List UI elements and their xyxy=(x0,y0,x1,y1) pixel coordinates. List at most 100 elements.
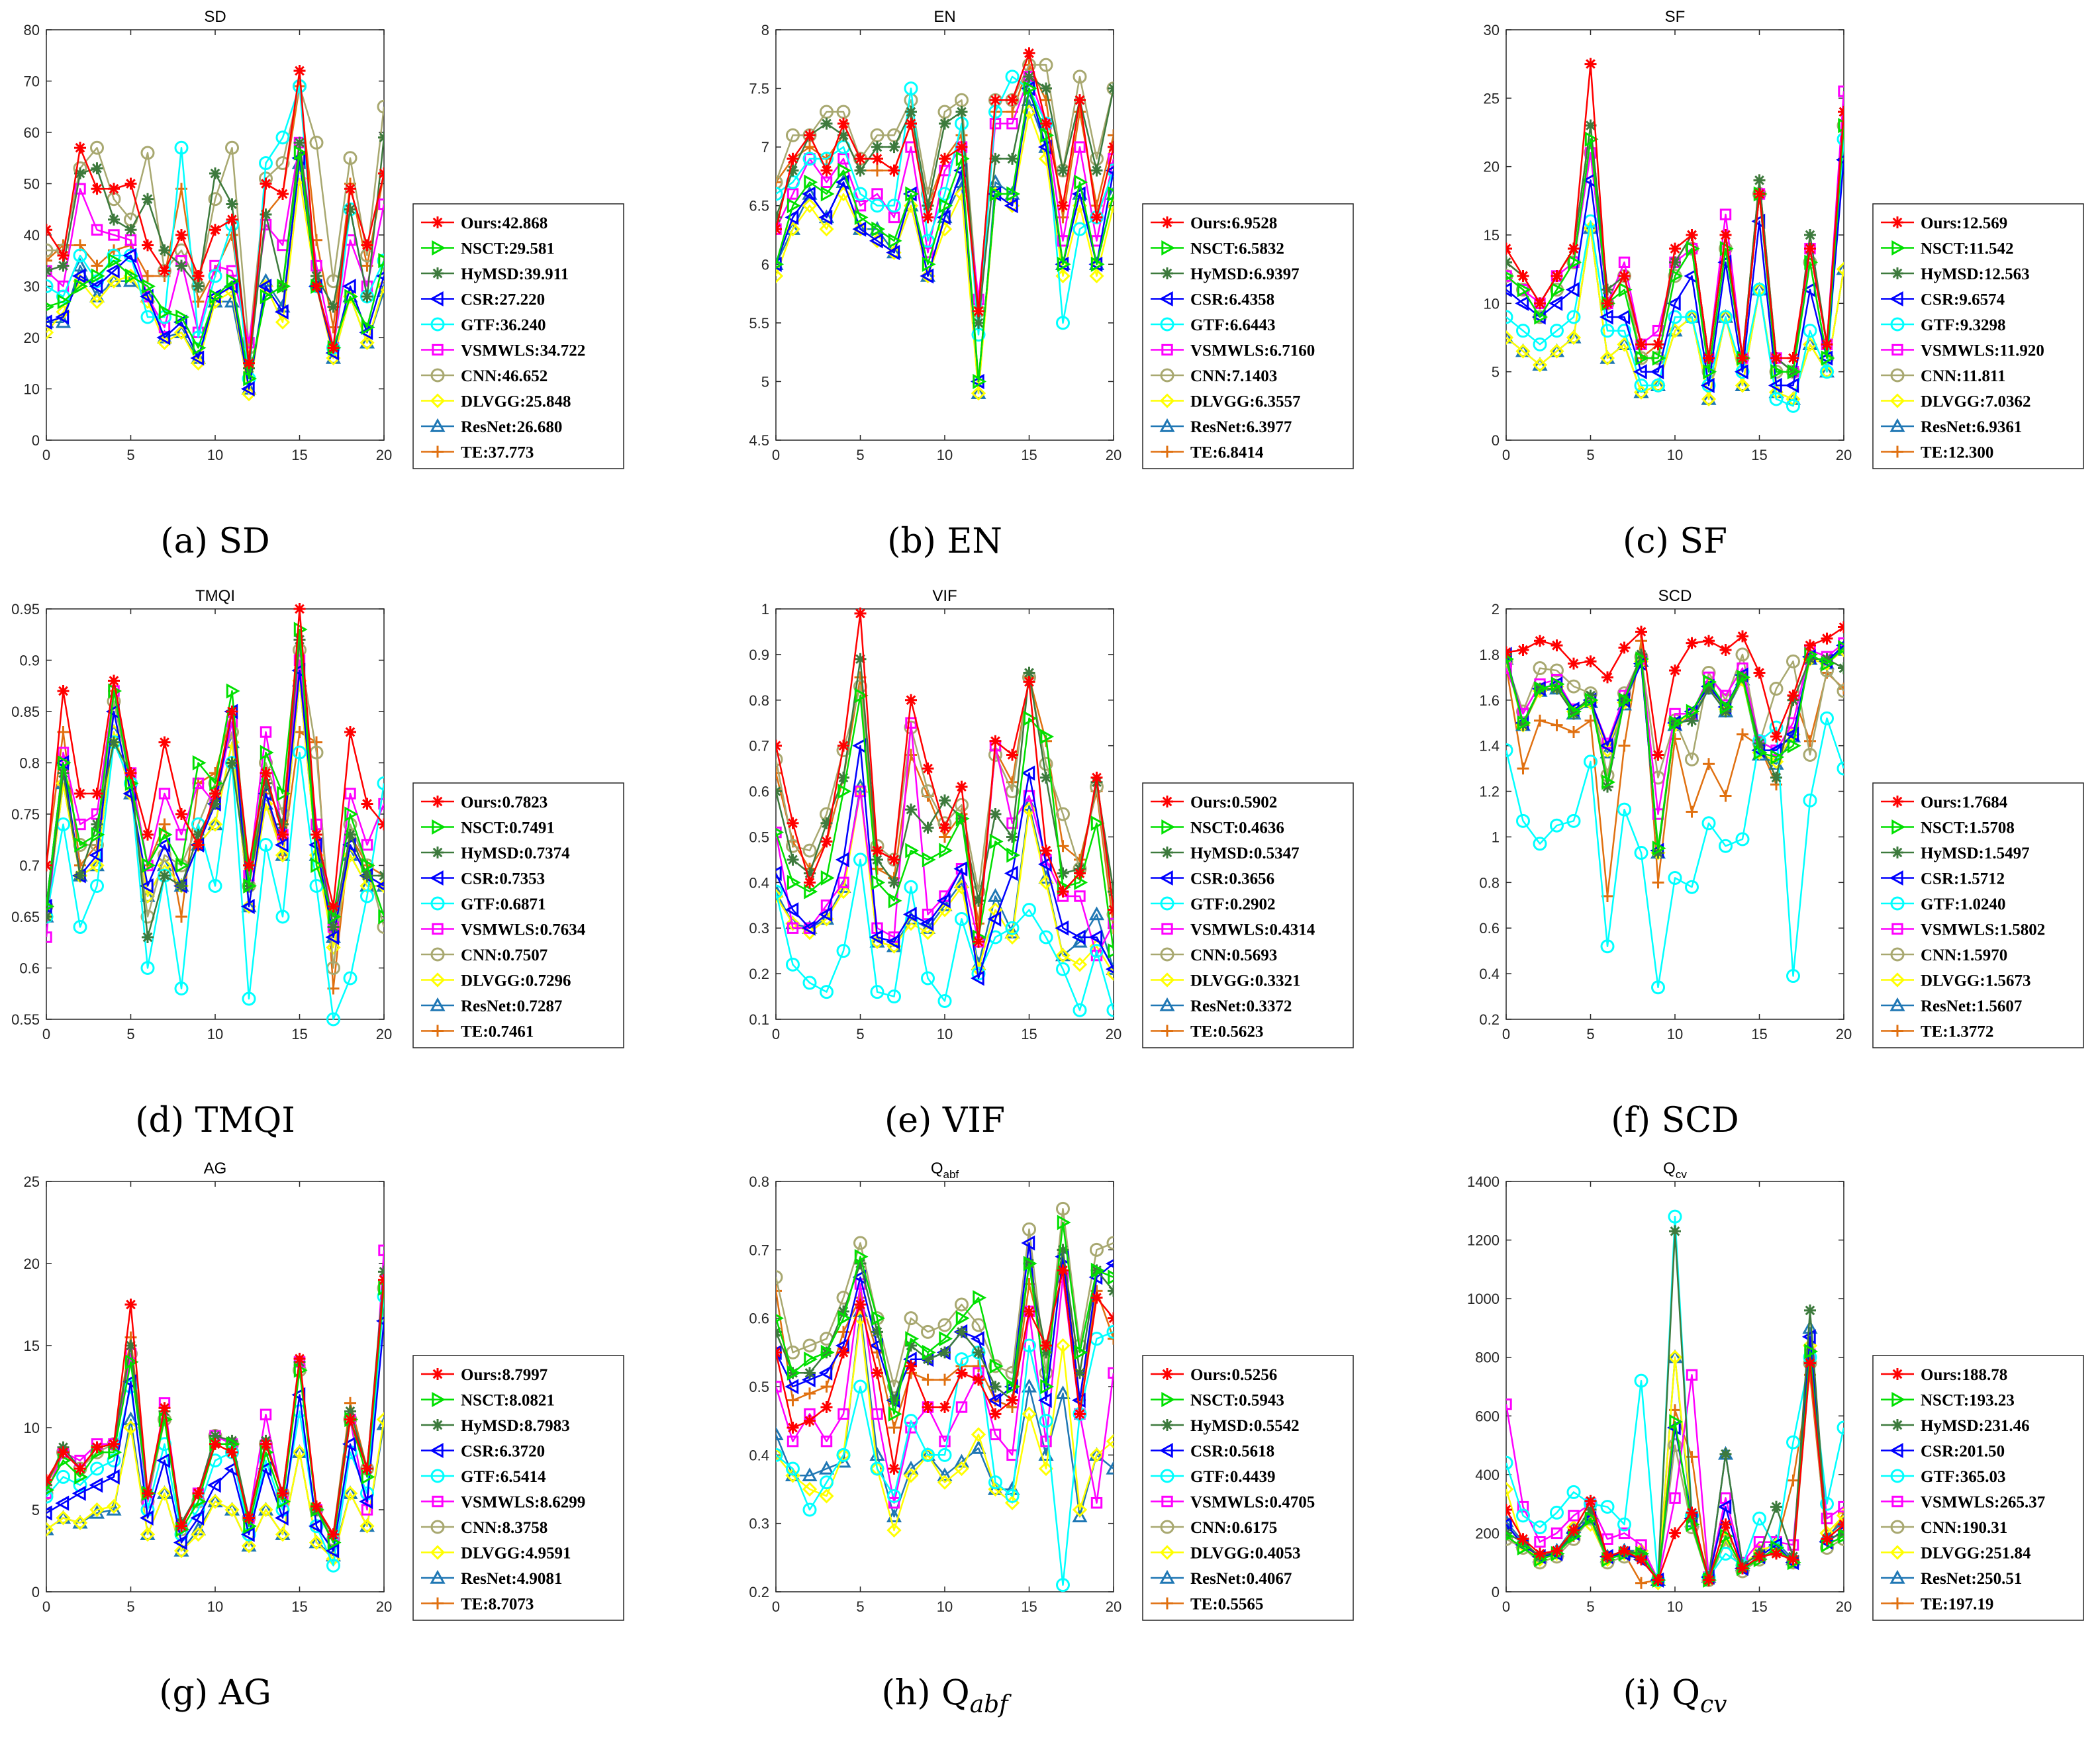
data-point xyxy=(1685,752,1699,766)
data-point xyxy=(260,745,274,760)
legend-marker xyxy=(1891,1419,1903,1431)
data-point xyxy=(1106,907,1114,922)
data-point xyxy=(871,221,886,237)
legend-label: HyMSD:0.7374 xyxy=(461,845,570,862)
legend-entry: Ours:42.868 xyxy=(421,214,548,232)
data-point xyxy=(1719,644,1732,656)
data-point xyxy=(1506,1513,1514,1528)
legend-entry: CSR:27.220 xyxy=(421,291,545,309)
x-tick-label: 15 xyxy=(1751,447,1767,463)
data-point xyxy=(989,1358,1004,1374)
series-line xyxy=(776,1208,1114,1388)
data-point xyxy=(820,985,834,999)
legend-entry: NSCT:193.23 xyxy=(1881,1392,2015,1410)
data-point xyxy=(776,1285,782,1297)
data-point xyxy=(1584,689,1597,702)
legend-entry: HyMSD:0.7374 xyxy=(421,845,570,862)
data-point xyxy=(1055,1338,1071,1354)
data-point xyxy=(1006,94,1018,107)
legend-entry: Ours:0.5902 xyxy=(1151,794,1277,811)
legend-entry: ResNet:0.4067 xyxy=(1151,1569,1292,1588)
data-point xyxy=(1652,1574,1664,1587)
legend-entry: VSMWLS:8.6299 xyxy=(421,1494,585,1512)
data-point xyxy=(1506,256,1512,269)
data-point xyxy=(1668,310,1682,324)
data-point xyxy=(820,1435,833,1448)
legend-marker xyxy=(432,923,444,935)
data-point xyxy=(1106,1003,1114,1017)
legend-label: TE:0.5565 xyxy=(1190,1596,1263,1614)
data-point xyxy=(46,302,55,312)
series-ours xyxy=(776,607,1114,948)
data-point xyxy=(1600,1500,1615,1514)
x-tick-label: 15 xyxy=(1021,447,1037,463)
data-point xyxy=(46,1521,54,1536)
legend-label: DLVGG:0.3321 xyxy=(1190,972,1300,990)
data-point xyxy=(1617,324,1631,338)
data-point xyxy=(142,857,156,874)
data-point xyxy=(973,1360,984,1372)
data-point xyxy=(208,192,222,207)
legend-entry: NSCT:29.581 xyxy=(421,240,555,258)
data-point xyxy=(275,156,290,170)
data-point xyxy=(776,866,782,882)
data-point xyxy=(1838,682,1844,695)
legend-marker xyxy=(430,896,445,911)
y-tick-label: 0.8 xyxy=(1479,874,1500,891)
data-point xyxy=(1584,131,1599,147)
data-point xyxy=(378,798,384,810)
legend-entry: DLVGG:25.848 xyxy=(421,393,571,411)
data-point xyxy=(1753,1550,1766,1563)
data-point xyxy=(377,776,384,790)
legend-label: GTF:0.6871 xyxy=(461,896,546,913)
data-point xyxy=(192,1487,205,1500)
data-point xyxy=(292,1445,307,1460)
data-point xyxy=(804,876,816,889)
data-point xyxy=(1023,676,1035,688)
legend-entry: Ours:1.7684 xyxy=(1881,794,2008,811)
y-tick-label: 50 xyxy=(24,176,40,193)
data-point xyxy=(854,152,867,165)
data-point xyxy=(158,827,173,843)
legend-entry: ResNet:250.51 xyxy=(1881,1569,2022,1588)
data-point xyxy=(1090,164,1103,177)
data-point xyxy=(1074,141,1086,153)
series-ours xyxy=(776,47,1114,318)
data-point xyxy=(1633,364,1647,380)
data-point xyxy=(1074,174,1088,190)
data-point xyxy=(123,1420,138,1436)
data-point xyxy=(142,270,154,282)
data-point xyxy=(1703,674,1717,690)
legend-entry: ResNet:1.5607 xyxy=(1881,997,2022,1015)
data-point xyxy=(939,1331,953,1347)
data-point xyxy=(1685,880,1699,894)
data-point xyxy=(142,829,154,841)
data-point xyxy=(939,117,951,130)
data-point xyxy=(226,1446,238,1459)
x-tick-label: 15 xyxy=(1751,1026,1767,1042)
data-point xyxy=(1022,1406,1037,1422)
data-point xyxy=(72,1515,88,1530)
legend-label: GTF:6.5414 xyxy=(461,1468,546,1486)
data-point xyxy=(852,221,867,237)
data-point xyxy=(1040,127,1055,143)
data-point xyxy=(1506,330,1514,345)
data-point xyxy=(105,263,120,279)
data-point xyxy=(1515,295,1529,311)
data-point xyxy=(1820,365,1834,379)
data-point xyxy=(973,935,984,948)
data-point xyxy=(74,788,86,800)
data-point xyxy=(108,736,120,749)
data-point xyxy=(57,250,70,261)
data-point xyxy=(1786,1435,1800,1449)
data-point xyxy=(1006,152,1018,165)
data-point xyxy=(903,1460,919,1475)
data-point xyxy=(293,654,306,667)
data-point xyxy=(1669,1492,1681,1504)
data-point xyxy=(1039,930,1053,944)
legend-label: CSR:0.3656 xyxy=(1190,870,1274,888)
data-point xyxy=(973,1290,987,1306)
y-tick-label: 1.2 xyxy=(1479,784,1500,800)
data-point xyxy=(1023,81,1037,97)
data-point xyxy=(1838,85,1844,97)
